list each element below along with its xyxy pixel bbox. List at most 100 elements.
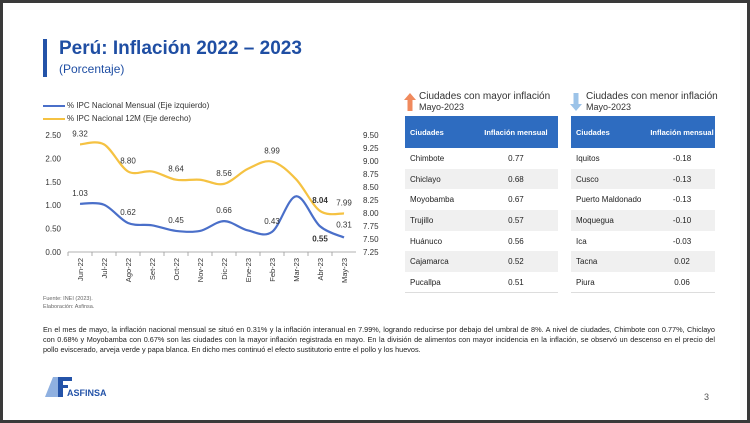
value-cell: 0.57 (468, 210, 558, 231)
x-tick-label: Set-22 (148, 258, 157, 280)
y-left-tick: 0.00 (45, 248, 61, 257)
value-cell: 0.56 (508, 236, 524, 246)
table-row: Cajamarca 0.52 (405, 251, 558, 273)
data-label: 0.55 (312, 234, 328, 243)
y-right-tick: 8.75 (363, 170, 379, 179)
y-right-tick: 7.25 (363, 248, 379, 257)
value-cell: 0.67 (508, 195, 524, 205)
arrow-down-icon (570, 93, 582, 111)
x-tick-label: Ago-22 (124, 258, 133, 282)
inflation-chart: 0.00 0.50 1.00 1.50 2.00 2.50 7.25 7.50 7.75 8.00… (45, 129, 379, 283)
logo-text: ASFINSA (67, 388, 107, 398)
title-accent-bar (43, 39, 47, 77)
city-cell: Ica (576, 236, 587, 246)
city-cell: Pucallpa (405, 272, 469, 294)
y-left-tick: 1.50 (45, 178, 61, 187)
city-cell: Piura (571, 272, 645, 294)
legend-label: % IPC Nacional 12M (Eje derecho) (67, 114, 192, 123)
city-cell: Huánuco (410, 236, 443, 246)
mayor-period: Mayo-2023 (419, 102, 465, 112)
value-cell: -0.18 (672, 153, 692, 163)
city-cell: Moquegua (571, 210, 645, 231)
y-right-tick: 8.00 (363, 209, 379, 218)
mayor-title: Ciudades con mayor inflación (419, 91, 551, 102)
mayor-table: Ciudades Inflación mensual Chimbote 0.77 Ch… (405, 116, 558, 294)
data-label: 0.31 (336, 220, 352, 229)
mayor-header: Ciudades con mayor inflación Mayo-2023 (419, 91, 550, 113)
page-title: Perú: Inflación 2022 – 2023 (59, 38, 302, 59)
value-cell: -0.10 (644, 210, 715, 231)
x-tick-label: Dic-22 (220, 258, 229, 280)
city-cell: Chiclayo (405, 168, 469, 190)
table-row: Pucallpa 0.51 (405, 272, 558, 294)
value-cell: 0.06 (644, 272, 715, 294)
table-row: Cusco -0.13 (571, 168, 715, 190)
value-cell: 0.52 (468, 251, 558, 273)
x-tick-label: Feb-23 (268, 258, 277, 282)
slide: Perú: Inflación 2022 – 2023 (Porcentaje)… (3, 3, 747, 420)
legend-item-mensual: % IPC Nacional Mensual (Eje izquierdo) (43, 99, 209, 112)
x-tick-label: Mar-23 (292, 258, 301, 282)
table-row: Piura 0.06 (571, 272, 715, 294)
data-label: 8.99 (264, 147, 280, 156)
table-row: Huánuco 0.56 (405, 231, 558, 252)
arrow-up-icon (404, 93, 416, 111)
y-right-tick: 9.00 (363, 157, 379, 166)
series-line-anual (79, 141, 345, 216)
page-subtitle: (Porcentaje) (59, 62, 125, 76)
data-label: 8.56 (216, 169, 232, 178)
summary-paragraph: En el mes de mayo, la inflación nacional… (43, 325, 715, 354)
city-cell: Tacna (571, 251, 645, 273)
data-label: 0.62 (120, 208, 136, 217)
chart-legend: % IPC Nacional Mensual (Eje izquierdo) %… (43, 99, 209, 125)
y-left-tick: 2.00 (45, 154, 61, 163)
y-left-tick: 1.00 (45, 201, 61, 210)
data-label: 8.04 (312, 196, 328, 205)
y-right-tick: 9.25 (363, 144, 379, 153)
table-row: Tacna 0.02 (571, 251, 715, 273)
data-label: 0.66 (216, 206, 232, 215)
value-cell: -0.13 (644, 168, 715, 190)
data-label: 1.03 (72, 189, 88, 198)
legend-label: % IPC Nacional Mensual (Eje izquierdo) (67, 101, 210, 110)
y-right-tick: 8.25 (363, 196, 379, 205)
chart-source: Fuente: INEI (2023). Elaboración: Asfins… (43, 295, 94, 311)
menor-period: Mayo-2023 (586, 102, 632, 112)
x-tick-label: Jul-22 (100, 258, 109, 278)
value-cell: 0.77 (508, 153, 524, 163)
table-row: Chimbote 0.77 (405, 148, 558, 169)
value-cell: 0.68 (468, 168, 558, 190)
data-label: 8.80 (120, 156, 136, 165)
city-cell: Cajamarca (405, 251, 469, 273)
data-label: 8.64 (168, 165, 184, 174)
legend-item-anual: % IPC Nacional 12M (Eje derecho) (43, 112, 209, 125)
y-left-tick: 2.50 (45, 131, 61, 140)
table-row: Chiclayo 0.68 (405, 168, 558, 190)
y-right-tick: 7.50 (363, 235, 379, 244)
y-right-tick: 9.50 (363, 131, 379, 140)
table-row: Ica -0.03 (571, 231, 715, 252)
menor-header: Ciudades con menor inflación Mayo-2023 (586, 91, 718, 113)
table-row: Moyobamba 0.67 (405, 189, 558, 210)
page-number: 3 (704, 392, 710, 402)
table-row: Moquegua -0.10 (571, 210, 715, 231)
menor-title: Ciudades con menor inflación (586, 91, 718, 102)
city-cell: Trujillo (405, 210, 469, 231)
col-header: Ciudades (571, 116, 645, 148)
col-header: Ciudades (405, 116, 469, 148)
value-cell: -0.13 (672, 195, 692, 205)
x-tick-label: Ene-23 (244, 258, 253, 282)
data-label: 9.32 (72, 129, 88, 138)
credit-line: Elaboración: Asfinsa. (43, 304, 95, 310)
y-right-tick: 8.50 (363, 183, 379, 192)
col-header: Inflación mensual (468, 116, 558, 148)
series-line-mensual (79, 195, 345, 239)
city-cell: Iquitos (576, 153, 600, 163)
x-tick-label: May-23 (340, 258, 349, 283)
value-cell: 0.51 (468, 272, 558, 294)
source-line: Fuente: INEI (2023). (43, 296, 93, 302)
y-left-tick: 0.50 (45, 225, 61, 234)
y-right-tick: 7.75 (363, 222, 379, 231)
asfinsa-logo: ASFINSA (45, 377, 107, 398)
value-cell: -0.03 (672, 236, 692, 246)
